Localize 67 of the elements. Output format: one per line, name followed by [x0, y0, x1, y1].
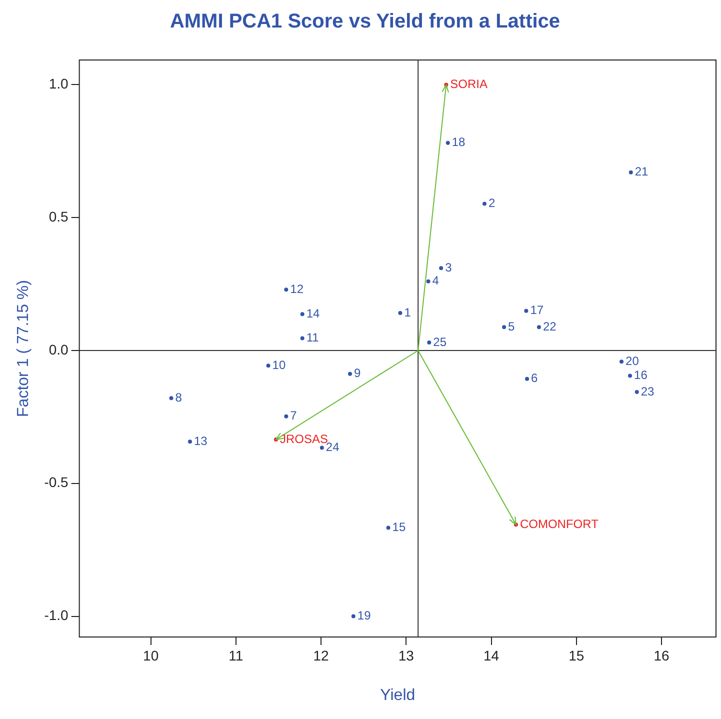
chart-title: AMMI PCA1 Score vs Yield from a Lattice: [170, 10, 560, 33]
point: [398, 311, 402, 316]
point: [284, 414, 288, 418]
series-label: 3: [445, 260, 452, 274]
point: [482, 202, 486, 206]
point: [628, 374, 632, 378]
x-tick-label: 10: [143, 647, 159, 664]
series-label: 22: [542, 319, 557, 334]
series-label: 15: [392, 520, 406, 534]
series-label: 4: [432, 274, 440, 288]
series-label: COMONFORT: [520, 516, 600, 531]
series-label: 11: [306, 330, 320, 345]
point: [351, 614, 356, 618]
series-label: 10: [272, 358, 286, 372]
point: [446, 140, 450, 145]
point: [266, 364, 270, 368]
series-label: 17: [530, 303, 544, 318]
series-label: 12: [290, 282, 304, 296]
series-label: 2: [488, 196, 496, 210]
point: [427, 340, 432, 345]
x-tick-label: 12: [313, 647, 330, 664]
series-label: 5: [508, 319, 516, 334]
x-tick-label: 15: [568, 647, 584, 664]
point: [284, 288, 288, 292]
point: [439, 266, 444, 270]
point: [620, 360, 624, 364]
series-label: 19: [357, 608, 372, 623]
y-tick-label: -0.5: [44, 474, 69, 490]
series-label: JROSAS: [280, 432, 328, 446]
series-label: 16: [634, 368, 648, 382]
point: [525, 376, 530, 381]
series-label: SORIA: [450, 77, 488, 92]
point: [300, 312, 304, 316]
x-tick-label: 16: [654, 647, 670, 664]
series-label: 14: [306, 306, 320, 320]
point: [320, 446, 324, 450]
point: [188, 440, 192, 444]
x-axis-title: Yield: [380, 686, 416, 704]
series-label: 25: [433, 334, 447, 349]
y-tick-label: 0.5: [48, 208, 69, 224]
series-label: 7: [290, 408, 298, 423]
series-label: 20: [626, 354, 640, 368]
point: [634, 390, 639, 394]
x-tick-label: 14: [484, 647, 500, 664]
point: [426, 279, 430, 284]
point: [524, 308, 528, 313]
series-label: 13: [194, 434, 208, 448]
point: [169, 396, 174, 400]
x-tick-label: 13: [398, 647, 414, 664]
series-label: 23: [640, 384, 655, 398]
series-label: 18: [452, 135, 466, 150]
series-label: 6: [531, 371, 538, 386]
y-tick-label: -1.0: [44, 607, 69, 624]
point: [502, 325, 506, 330]
series-label: 8: [175, 390, 182, 404]
point: [536, 325, 541, 330]
point: [300, 336, 304, 340]
point: [628, 170, 633, 174]
x-tick-label: 11: [228, 647, 244, 664]
y-axis-title: Factor 1 ( 77.15 %): [15, 280, 32, 417]
series-label: 1: [404, 305, 412, 320]
series-label: 9: [354, 366, 361, 380]
series-label: 21: [634, 164, 649, 179]
y-tick-label: 0.0: [48, 341, 69, 358]
point: [386, 526, 390, 530]
point: [348, 372, 352, 376]
y-tick-label: 1.0: [48, 76, 69, 92]
